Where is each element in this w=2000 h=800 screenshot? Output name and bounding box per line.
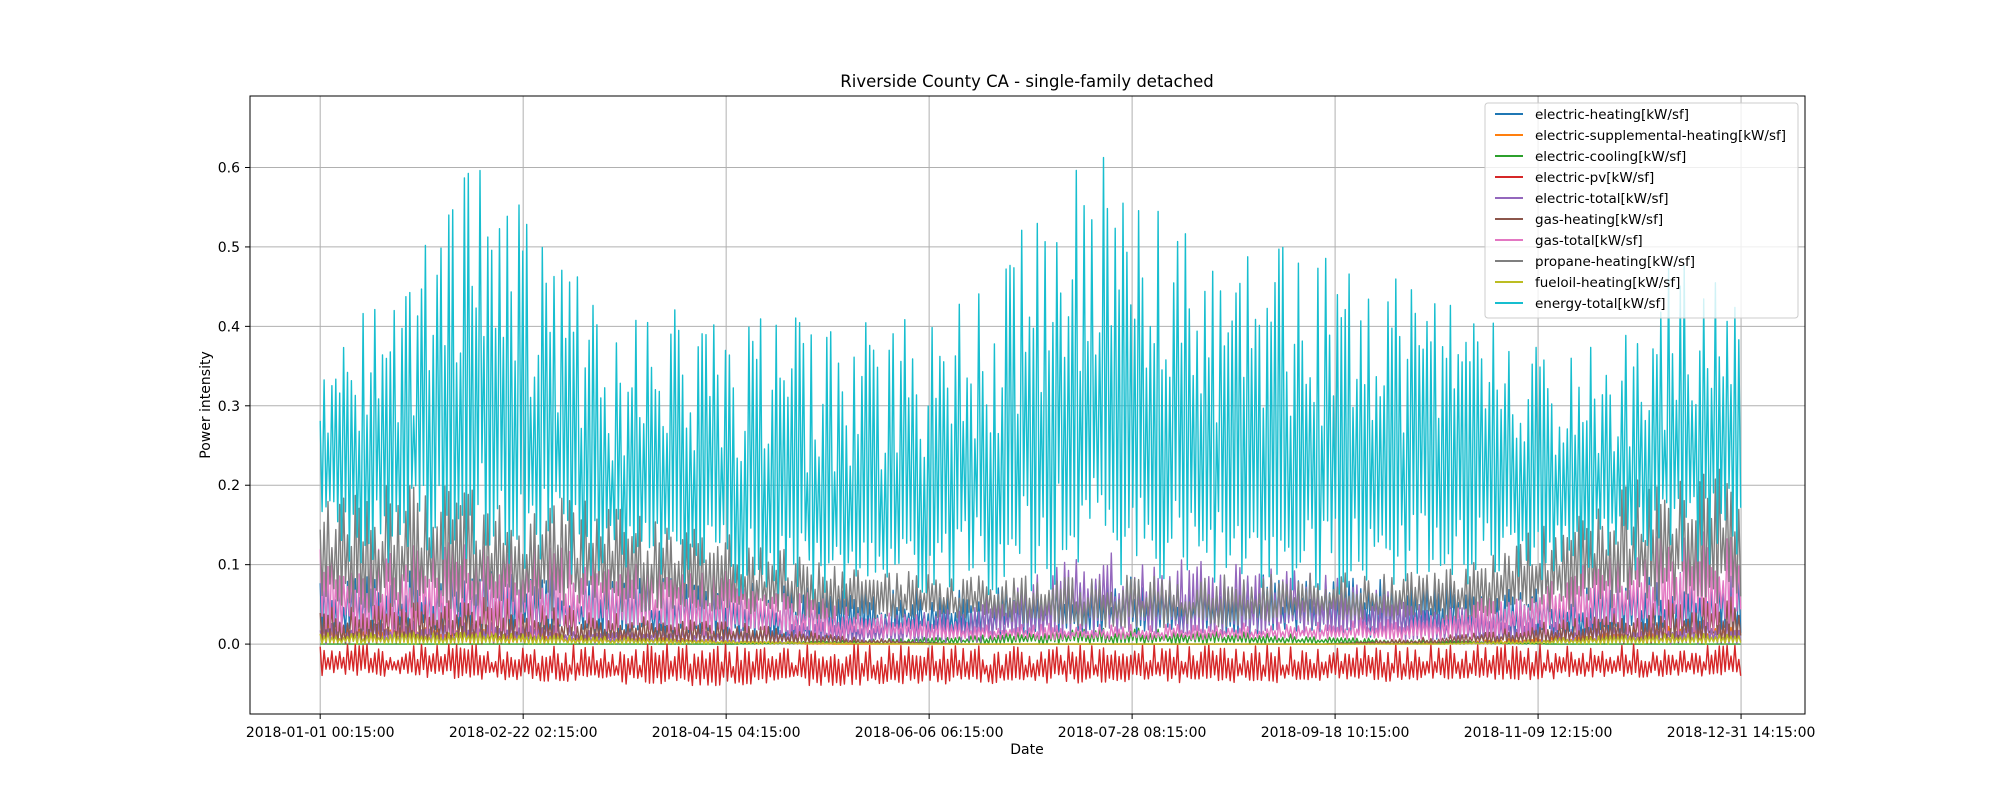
legend-entry: electric-total[kW/sf]: [1535, 191, 1669, 207]
legend-entry: gas-heating[kW/sf]: [1535, 212, 1663, 228]
y-axis: 0.0 0.1 0.2 0.3 0.4 0.5 0.6: [218, 160, 250, 653]
series-line: [319, 631, 1742, 645]
x-tick-label: 2018-11-09 12:15:00: [1464, 725, 1613, 741]
legend-entry: propane-heating[kW/sf]: [1535, 254, 1695, 270]
series-line: [319, 643, 1742, 687]
y-tick-label: 0.0: [218, 637, 240, 653]
series-layer: [319, 156, 1742, 687]
x-tick-label: 2018-12-31 14:15:00: [1667, 725, 1816, 741]
legend-frame: [1484, 102, 1799, 319]
legend: electric-heating[kW/sf] electric-suppleme…: [1484, 102, 1799, 319]
legend-entry: fueloil-heating[kW/sf]: [1535, 275, 1680, 291]
chart-title: Riverside County CA - single-family deta…: [840, 72, 1213, 91]
legend-entry: electric-cooling[kW/sf]: [1535, 149, 1686, 165]
y-tick-label: 0.3: [218, 399, 240, 415]
x-tick-label: 2018-02-22 02:15:00: [449, 725, 598, 741]
y-tick-label: 0.1: [218, 558, 240, 574]
x-tick-label: 2018-01-01 00:15:00: [246, 725, 395, 741]
x-tick-label: 2018-04-15 04:15:00: [652, 725, 801, 741]
y-tick-label: 0.4: [218, 319, 240, 335]
x-tick-label: 2018-06-06 06:15:00: [855, 725, 1004, 741]
x-tick-label: 2018-07-28 08:15:00: [1058, 725, 1207, 741]
y-tick-label: 0.5: [218, 240, 240, 256]
legend-entry: electric-heating[kW/sf]: [1535, 107, 1689, 123]
plot-frame: [249, 95, 1806, 715]
legend-entry: energy-total[kW/sf]: [1535, 296, 1666, 312]
x-axis: 2018-01-01 00:15:00 2018-02-22 02:15:00 20…: [246, 714, 1816, 741]
legend-entry: electric-supplemental-heating[kW/sf]: [1535, 128, 1786, 144]
series-line: [319, 156, 1742, 600]
x-axis-label: Date: [1010, 742, 1043, 758]
series-line: [319, 468, 1742, 629]
x-tick-label: 2018-09-18 10:15:00: [1261, 725, 1410, 741]
y-tick-label: 0.6: [218, 160, 240, 176]
y-axis-label: Power intensity: [198, 351, 214, 458]
legend-entry: electric-pv[kW/sf]: [1535, 170, 1654, 186]
legend-entry: gas-total[kW/sf]: [1535, 233, 1643, 249]
series-line: [319, 531, 1742, 641]
y-tick-label: 0.2: [218, 478, 240, 494]
